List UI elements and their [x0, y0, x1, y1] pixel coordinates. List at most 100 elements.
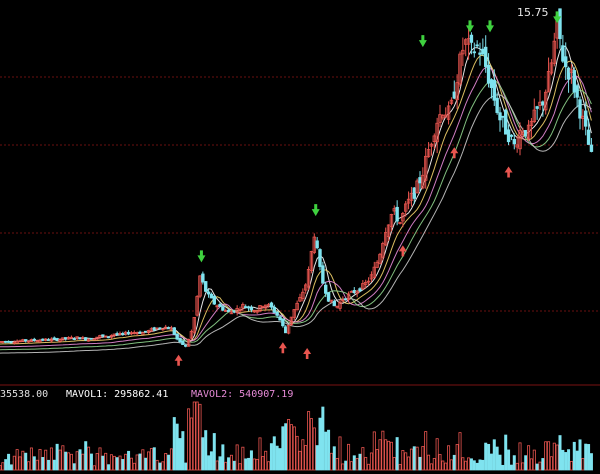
- sell-arrow-icon: [466, 20, 474, 33]
- candle-body: [326, 292, 331, 302]
- volume-bar: [258, 437, 262, 471]
- volume-bar: [18, 456, 22, 471]
- candle-body: [418, 177, 422, 184]
- volume-bar: [0, 465, 2, 471]
- candle-body: [286, 324, 291, 334]
- volume-bar: [207, 455, 211, 471]
- volume-bar: [84, 441, 88, 471]
- volume-bar: [47, 459, 51, 471]
- candle-body: [195, 296, 199, 316]
- volume-bar: [327, 429, 331, 471]
- candle-body: [209, 293, 214, 299]
- candle-body: [101, 334, 105, 337]
- volume-bars: [0, 401, 593, 471]
- candle-body: [375, 261, 379, 268]
- volume-bar: [132, 462, 136, 471]
- candles: [0, 8, 594, 348]
- volume-bar: [492, 439, 496, 471]
- volume-bar: [332, 446, 336, 471]
- volume-bar: [112, 455, 116, 471]
- volume-bar: [61, 445, 65, 471]
- candle-body: [69, 336, 74, 339]
- volume-bar: [447, 445, 451, 471]
- volume-bar: [267, 461, 271, 471]
- volume-bar: [589, 453, 593, 471]
- volume-bar: [98, 447, 102, 471]
- candle-body: [498, 112, 502, 121]
- candle-body: [115, 333, 119, 335]
- candle-body: [24, 339, 28, 342]
- volume-bar: [144, 457, 148, 471]
- volume-bar: [472, 460, 476, 471]
- candle-body: [264, 304, 268, 309]
- volume-bar: [218, 456, 222, 471]
- volume-bar: [549, 456, 553, 471]
- volume-bar: [252, 458, 256, 471]
- volume-bar: [129, 457, 133, 471]
- volume-bar: [452, 454, 456, 471]
- volume-bar: [178, 438, 182, 471]
- candle-body: [295, 302, 299, 311]
- candle-body: [201, 273, 205, 283]
- candle-body: [275, 311, 279, 316]
- volume-bar: [89, 453, 93, 471]
- volume-bar: [364, 456, 368, 471]
- candle-body: [206, 291, 211, 295]
- volume-bar: [569, 460, 573, 471]
- volume-bar: [421, 446, 425, 471]
- volume-bar: [261, 456, 265, 471]
- volume-bar: [338, 436, 342, 471]
- candle-body: [398, 221, 402, 224]
- buy-arrow-icon: [174, 354, 183, 366]
- volume-bar: [498, 454, 502, 471]
- ma-line: [0, 54, 592, 345]
- candle-body: [32, 338, 36, 341]
- volume-bar: [158, 462, 162, 471]
- volume-bar: [504, 434, 508, 471]
- candle-body: [412, 187, 416, 199]
- volume-bar: [407, 456, 411, 471]
- volume-bar: [295, 435, 299, 471]
- candle-body: [229, 311, 234, 315]
- volume-bar: [489, 453, 493, 471]
- sell-arrow-icon: [418, 35, 427, 48]
- candle-body: [226, 309, 231, 313]
- candle-body: [4, 340, 8, 343]
- volume-bar: [149, 448, 153, 471]
- candle-body: [189, 331, 194, 339]
- volume-bar: [32, 456, 36, 471]
- volume-bar: [181, 431, 185, 471]
- volume-bar: [558, 435, 562, 471]
- candle-body: [384, 232, 388, 246]
- volume-bar: [324, 431, 328, 471]
- volume-bar: [567, 449, 571, 471]
- candle-body: [281, 318, 285, 327]
- candle-body: [338, 301, 342, 309]
- candle-body: [332, 300, 336, 307]
- volume-bar: [104, 452, 108, 471]
- candle-body: [572, 70, 576, 93]
- ma-line: [0, 66, 592, 348]
- candle-body: [309, 250, 314, 271]
- candle-body: [389, 214, 394, 228]
- chart-grid: [0, 76, 600, 386]
- candle-body: [109, 335, 114, 338]
- candle-body: [298, 296, 302, 302]
- volume-bar: [412, 446, 416, 471]
- volume-bar: [272, 436, 276, 471]
- signal-markers: [174, 11, 562, 366]
- sell-arrow-icon: [197, 250, 206, 263]
- volume-bar: [69, 453, 73, 471]
- volume-bar: [284, 423, 288, 471]
- candle-body: [41, 338, 45, 341]
- candle-body: [586, 129, 591, 145]
- volume-bar: [389, 441, 393, 471]
- volume-bar: [172, 417, 176, 471]
- volume-bar: [198, 403, 202, 471]
- volume-bar: [387, 440, 391, 471]
- candle-body: [504, 109, 508, 135]
- volume-bar: [167, 454, 171, 471]
- candle-body: [566, 67, 571, 80]
- volume-bar: [169, 448, 173, 471]
- volume-bar: [464, 460, 468, 471]
